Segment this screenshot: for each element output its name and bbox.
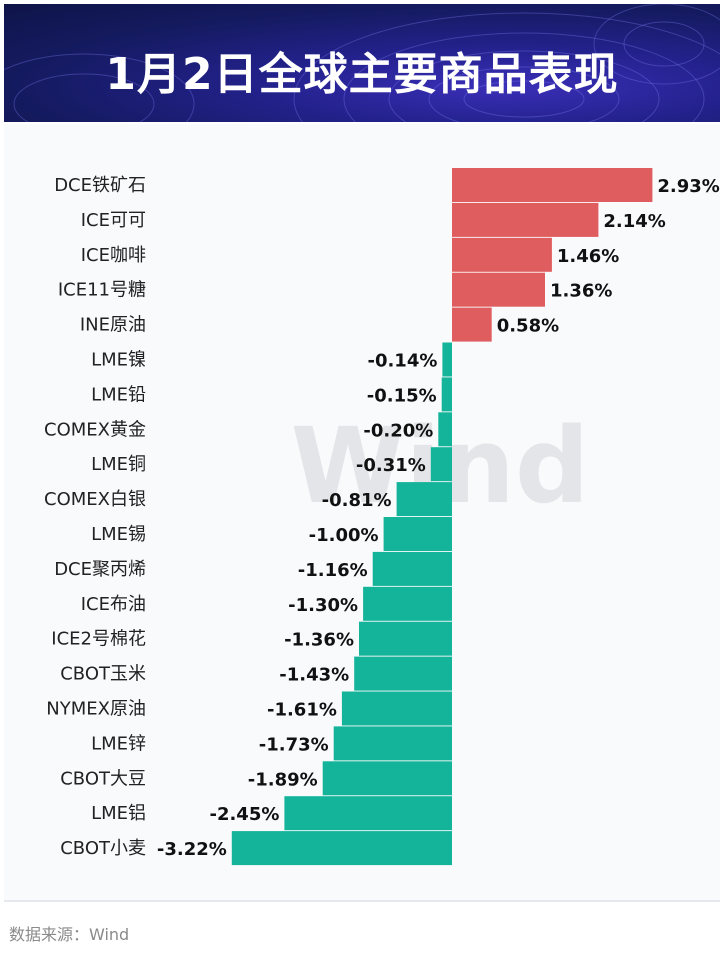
- value-label: 1.46%: [557, 246, 619, 267]
- category-label: NYMEX原油: [46, 699, 146, 720]
- value-label: -0.20%: [363, 420, 433, 441]
- value-label: -1.30%: [288, 595, 358, 616]
- category-label: ICE可可: [81, 210, 146, 231]
- category-label: LME铅: [91, 384, 146, 405]
- category-label: CBOT小麦: [60, 838, 146, 859]
- value-label: -1.43%: [279, 665, 349, 686]
- category-label: LME锌: [91, 733, 146, 754]
- bar-5: [442, 342, 452, 377]
- category-label: DCE铁矿石: [54, 175, 146, 196]
- title-banner: 1月2日全球主要商品表现: [4, 4, 720, 122]
- bar-16: [333, 726, 452, 761]
- bar-19: [231, 831, 452, 866]
- value-label: 1.36%: [550, 281, 612, 302]
- value-label: -1.16%: [298, 560, 368, 581]
- value-label: -0.81%: [322, 490, 392, 511]
- category-label: LME镍: [91, 350, 146, 371]
- bar-1: [452, 202, 599, 237]
- category-label: COMEX白银: [44, 489, 146, 510]
- value-label: -1.00%: [309, 525, 379, 546]
- value-label: 2.93%: [657, 176, 719, 197]
- bar-7: [438, 412, 452, 447]
- bar-15: [341, 691, 452, 726]
- category-label: ICE布油: [81, 594, 146, 615]
- bar-9: [396, 482, 452, 517]
- bar-4: [452, 307, 492, 342]
- category-label: INE原油: [80, 315, 146, 336]
- bar-0: [452, 168, 653, 202]
- data-source: 数据来源：Wind: [9, 925, 130, 944]
- value-label: -3.22%: [157, 839, 227, 860]
- value-label: 0.58%: [497, 316, 559, 337]
- category-label: COMEX黄金: [44, 419, 146, 440]
- value-label: -1.73%: [259, 734, 329, 755]
- bar-17: [322, 761, 452, 796]
- bar-10: [383, 517, 452, 551]
- value-label: 2.14%: [603, 211, 665, 232]
- bar-2: [452, 237, 552, 272]
- bar-8: [430, 447, 452, 482]
- bar-13: [359, 621, 452, 656]
- bar-6: [441, 377, 452, 412]
- value-label: -1.61%: [267, 700, 337, 721]
- category-label: ICE2号棉花: [51, 629, 146, 650]
- bar-18: [284, 796, 452, 831]
- category-label: LME锡: [91, 524, 146, 545]
- category-label: CBOT玉米: [60, 664, 146, 685]
- category-label: ICE11号糖: [58, 280, 146, 301]
- bar-11: [372, 551, 452, 586]
- value-label: -2.45%: [209, 804, 279, 825]
- value-label: -0.15%: [367, 385, 437, 406]
- page-title: 1月2日全球主要商品表现: [105, 49, 619, 100]
- category-label: CBOT大豆: [60, 768, 146, 789]
- value-label: -0.31%: [356, 455, 426, 476]
- bar-12: [363, 586, 452, 621]
- category-label: DCE聚丙烯: [54, 559, 146, 580]
- bar-3: [452, 272, 545, 307]
- bar-14: [354, 656, 452, 691]
- category-label: ICE咖啡: [81, 245, 146, 266]
- value-label: -1.89%: [248, 769, 318, 790]
- value-label: -0.14%: [367, 351, 437, 372]
- value-label: -1.36%: [284, 630, 354, 651]
- category-label: LME铜: [91, 454, 146, 475]
- category-label: LME铝: [91, 803, 146, 824]
- banner-contour-decoration: [4, 4, 720, 122]
